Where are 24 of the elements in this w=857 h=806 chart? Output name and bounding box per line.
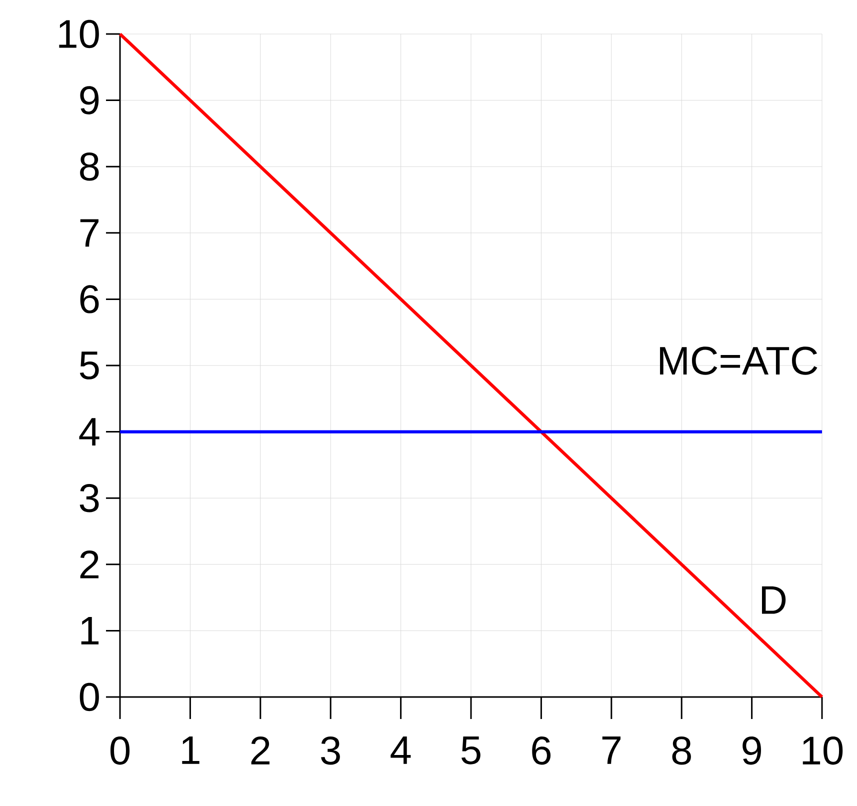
x-tick-label: 8 [672, 736, 691, 765]
x-tick-label: 9 [742, 736, 761, 765]
series-label: MC=ATC [660, 346, 818, 375]
x-tick-label: 2 [251, 736, 270, 764]
y-tick-label: 10 [59, 20, 99, 48]
x-tick-label: 5 [462, 736, 480, 764]
y-tick-label: 9 [80, 86, 99, 114]
y-tick-label: 2 [80, 550, 98, 578]
x-tick-label: 10 [802, 736, 843, 765]
y-tick-label: 6 [80, 285, 99, 314]
y-tick-label: 8 [80, 152, 99, 181]
x-tick-label: 0 [110, 736, 130, 765]
y-tick-label: 4 [79, 418, 100, 446]
y-tick-label: 1 [81, 617, 99, 644]
y-tick-label: 3 [80, 484, 99, 512]
y-tick-label: 5 [80, 352, 99, 380]
series-label: D [762, 586, 786, 614]
x-tick-label: 4 [390, 736, 411, 764]
x-tick-label: 6 [532, 736, 551, 765]
x-tick-label: 1 [182, 736, 200, 764]
x-tick-label: 3 [321, 736, 340, 765]
y-tick-label: 7 [80, 219, 98, 247]
x-tick-label: 7 [602, 736, 620, 764]
y-tick-label: 0 [80, 682, 99, 712]
